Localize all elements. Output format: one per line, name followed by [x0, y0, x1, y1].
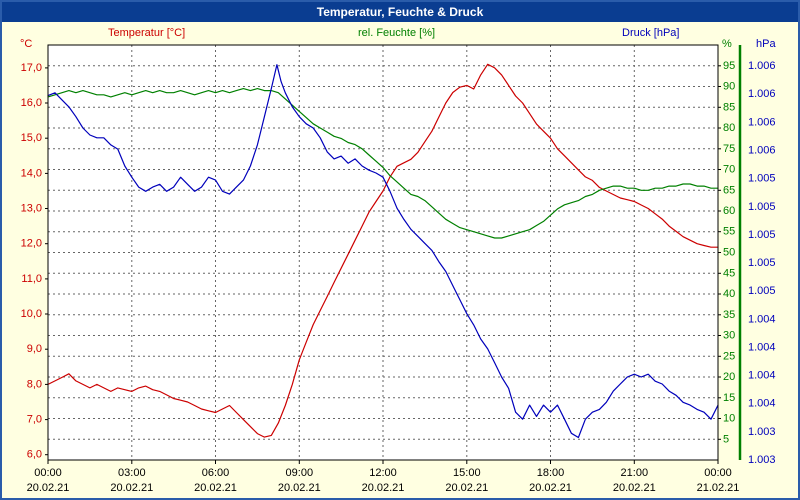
series-temperature [47, 63, 719, 438]
pressure-tick-label: 1.003 [748, 426, 776, 438]
time-tick-label: 15:00 [453, 467, 481, 479]
chart-canvas: 17,0 16,0 15,0 14,0 13,0 12,0 11,0 10,0 9,0 8,0 7,… [21, 44, 776, 494]
temperature-tick-label: 17,0 [21, 62, 42, 74]
temperature-tick-label: 12,0 [21, 238, 42, 250]
humidity-tick-label: 25 [723, 350, 735, 362]
humidity-tick-label: 10 [723, 413, 735, 425]
temperature-tick-label: 16,0 [21, 97, 42, 109]
humidity-tick-label: 75 [723, 143, 735, 155]
window-titlebar[interactable]: Temperatur, Feuchte & Druck [2, 2, 798, 22]
humidity-tick-label: 95 [723, 60, 735, 72]
date-label: 21.02.21 [697, 482, 740, 494]
humidity-tick-label: 40 [723, 288, 735, 300]
time-tick-label: 00:00 [34, 467, 62, 479]
humidity-tick-label: 85 [723, 101, 735, 113]
time-tick-label: 03:00 [118, 467, 146, 479]
pressure-tick-label: 1.006 [748, 145, 776, 157]
humidity-tick-label: 65 [723, 184, 735, 196]
time-tick-label: 06:00 [202, 467, 230, 479]
pressure-tick-label: 1.004 [748, 398, 776, 410]
pressure-tick-label: 1.006 [748, 88, 776, 100]
humidity-tick-label: 35 [723, 309, 735, 321]
humidity-tick-label: 45 [723, 267, 735, 279]
pressure-tick-label: 1.005 [748, 285, 776, 297]
temperature-tick-label: 7,0 [27, 414, 42, 426]
pressure-tick-label: 1.005 [748, 257, 776, 269]
humidity-tick-label: 15 [723, 392, 735, 404]
time-tick-label: 18:00 [537, 467, 565, 479]
date-label: 20.02.21 [529, 482, 572, 494]
series-humidity [47, 87, 719, 239]
time-tick-label: 00:00 [704, 467, 732, 479]
date-label: 20.02.21 [194, 482, 237, 494]
temperature-axis-unit: °C [20, 38, 33, 50]
humidity-tick-label: 90 [723, 81, 735, 93]
temperature-tick-label: 8,0 [27, 378, 42, 390]
date-label: 20.02.21 [613, 482, 656, 494]
pressure-tick-label: 1.005 [748, 201, 776, 213]
pressure-axis-unit: hPa [756, 38, 776, 50]
date-label: 20.02.21 [362, 482, 405, 494]
pressure-tick-label: 1.004 [748, 313, 776, 325]
legend-temperature: Temperatur [°C] [108, 27, 186, 39]
date-label: 20.02.21 [110, 482, 153, 494]
pressure-tick-label: 1.006 [748, 116, 776, 128]
time-tick-label: 09:00 [286, 467, 314, 479]
date-label: 20.02.21 [278, 482, 321, 494]
pressure-tick-label: 1.005 [748, 173, 776, 185]
humidity-tick-label: 60 [723, 205, 735, 217]
pressure-tick-label: 1.004 [748, 342, 776, 354]
temperature-tick-label: 9,0 [27, 343, 42, 355]
temperature-tick-label: 10,0 [21, 308, 42, 320]
series-pressure [47, 64, 719, 439]
humidity-tick-label: 20 [723, 371, 735, 383]
humidity-tick-label: 80 [723, 122, 735, 134]
legend-humidity: rel. Feuchte [%] [358, 27, 436, 39]
pressure-tick-label: 1.004 [748, 370, 776, 382]
temperature-tick-label: 11,0 [21, 273, 42, 285]
temperature-tick-label: 6,0 [27, 449, 42, 461]
humidity-tick-label: 55 [723, 226, 735, 238]
date-label: 20.02.21 [445, 482, 488, 494]
humidity-tick-label: 70 [723, 164, 735, 176]
humidity-tick-label: 50 [723, 247, 735, 259]
time-tick-label: 21:00 [621, 467, 649, 479]
humidity-axis-unit: % [722, 38, 732, 50]
date-label: 20.02.21 [27, 482, 70, 494]
legend-pressure: Druck [hPa] [622, 27, 680, 39]
humidity-tick-label: 30 [723, 330, 735, 342]
pressure-tick-label: 1.006 [748, 60, 776, 72]
pressure-tick-label: 1.005 [748, 229, 776, 241]
temperature-tick-label: 14,0 [21, 167, 42, 179]
pressure-tick-label: 1.003 [748, 454, 776, 466]
humidity-tick-label: 5 [723, 433, 729, 445]
temperature-tick-label: 13,0 [21, 203, 42, 215]
temperature-tick-label: 15,0 [21, 132, 42, 144]
time-tick-label: 12:00 [369, 467, 397, 479]
